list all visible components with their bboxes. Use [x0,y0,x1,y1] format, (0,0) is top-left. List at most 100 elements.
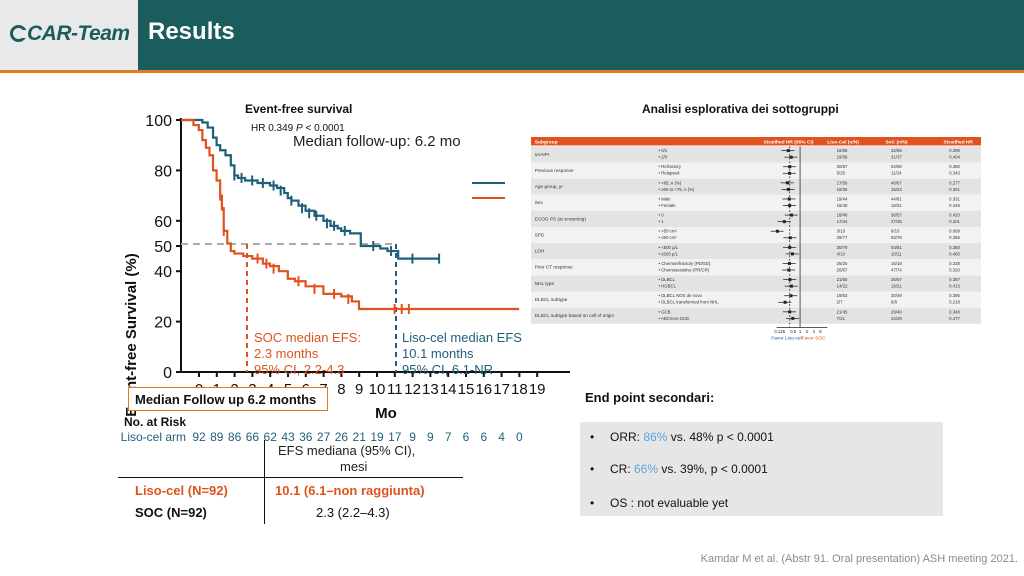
risk-liso-value: 27 [317,430,331,444]
soc-annotation-line: SOC median EFS: [254,330,361,345]
forest-sub-label: • 1 [659,219,665,224]
km-x-tick-label: 12 [404,381,421,398]
risk-liso-value: 66 [246,430,260,444]
risk-liso-value: 6 [463,430,470,444]
forest-sub-label: • Male [659,196,672,201]
forest-row-name: Previous response [535,168,574,173]
forest-soc-n: 16/18 [891,261,902,266]
km-y-ticks: 100 80 60 50 40 20 0 [145,113,181,382]
efs-table-divider [118,477,463,478]
logo-ring-icon [10,25,27,42]
forest-point [788,236,792,240]
efs-row-liso-value: 10.1 (6.1–non raggiunta) [275,483,425,498]
forest-point [787,197,791,201]
liso-annotation-line: 95% CI, 6.1-NR [402,362,493,377]
bullet-icon: • [590,430,595,444]
risk-liso-value: 0 [516,430,523,444]
risk-liso-value: 7 [445,430,452,444]
secondary-box: • ORR: 86% vs. 48% p < 0.0001 • CR: 66% vs… [580,422,943,516]
citation: Kamdar M et al. (Abstr 91. Oral presenta… [700,553,1018,565]
forest-soc-n: 19/31 [891,203,902,208]
risk-liso-value: 9 [427,430,434,444]
forest-soc-n: 36/57 [891,213,902,218]
km-x-tick-label: 13 [422,381,439,398]
forest-row-name: ECOG PS (at screening) [535,216,587,221]
page-title: Results [148,18,235,45]
orr-highlight: 86% [643,430,668,444]
km-overlay-text: Median follow-up: 6.2 mo [293,133,461,150]
forest-liso-n: 21/60 [837,277,848,282]
forest-liso-n: 17/56 [837,180,848,185]
forest-sub-label: • Relapsed [659,171,680,176]
forest-sub-label: • ≤50 cm² [659,235,678,240]
liso-annotation-line: 10.1 months [402,346,474,361]
forest-liso-n: 14/22 [837,284,848,289]
forest-row-name: LDH [535,249,544,254]
forest-soc-n: 30/49 [891,293,902,298]
forest-liso-n: 16/48 [837,203,848,208]
forest-sub-label: • Refractory [659,164,682,169]
forest-row-name: Prior CT response [535,265,573,270]
km-y-tick-label: 50 [154,239,172,256]
forest-hr-value: 0.460 [949,251,960,256]
forest-liso-n: 19/36 [837,155,848,160]
forest-header-cell: Stratified HR [944,140,974,146]
forest-row-bg [531,243,981,260]
forest-row-name: sAAIPI [535,152,549,157]
bullet-icon: • [590,462,595,476]
forest-sub-label: • Chemosensitive (PR/CR) [659,267,710,272]
bullet-icon: • [590,496,595,510]
forest-soc-n: 46/67 [891,180,902,185]
km-x-tick-label: 16 [475,381,492,398]
forest-hr-value: 0.201 [949,219,960,224]
forest-liso-n: 25/25 [837,261,848,266]
forest-hr-value: 0.395 [949,293,960,298]
header-bar: Results [138,0,1024,70]
efs-table: EFS mediana (95% CI), mesi Liso-cel (N=9… [118,440,463,525]
forest-plot: Subgroup Stratified HR (95% CI) Liso-Cel (… [531,137,981,342]
forest-sub-label: • DLBCL [659,277,676,282]
forest-header-cell: SoC (n/N) [885,140,908,146]
forest-hr-value: 0.350 [949,164,960,169]
forest-liso-n: 20/67 [837,267,848,272]
forest-axis-tick: 1 [799,329,802,334]
forest-favor-liso: Favor Liso-cel [771,336,802,342]
liso-cel-curve [181,118,441,264]
forest-soc-n: 36/57 [891,277,902,282]
forest-row-name: Age group, yr [535,184,563,189]
forest-axis-tick: 0.125 [774,329,785,334]
efs-col-header-2: mesi [340,459,368,474]
forest-liso-n: 21/45 [837,309,848,314]
efs-row-liso-label: Liso-cel (N=92) [135,483,228,498]
forest-point [782,220,786,224]
forest-row-bg [531,275,981,292]
forest-hr-value: 0.277 [949,180,960,185]
forest-hr-value: 0.331 [949,196,960,201]
forest-header-cell: Subgroup [535,140,558,146]
km-x-tick-label: 18 [511,381,528,398]
forest-sub-label: • 0/1 [659,148,668,153]
km-x-tick-label: 19 [529,381,546,398]
forest-row-bg [531,291,981,308]
forest-sub-label: • ABC/non-GCB [659,316,690,321]
forest-soc-n: 47/74 [891,267,902,272]
km-hr-text: HR 0.349 P < 0.0001 [251,123,345,134]
cr-item: • CR: 66% vs. 39%, p < 0.0001 [590,462,768,476]
forest-row-bg [531,259,981,276]
km-x-tick-label: 15 [458,381,475,398]
forest-favor-soc: Favor SOC [802,336,827,342]
forest-axis-tick: 2 [806,329,809,334]
risk-liso-value: 17 [388,430,402,444]
forest-row-bg [531,307,981,324]
forest-soc-n: 53/81 [891,245,902,250]
risk-liso-value: 86 [228,430,242,444]
os-text: OS : not evaluable yet [610,496,729,510]
forest-row-name: NHL type [535,281,555,286]
car-team-logo: CAR-Team [10,22,130,46]
km-y-tick-label: 0 [163,365,172,382]
forest-sub-label: • ≥65 to <75, n (%) [659,187,695,192]
risk-liso-value: 43 [281,430,295,444]
liso-cel-line [181,118,440,260]
